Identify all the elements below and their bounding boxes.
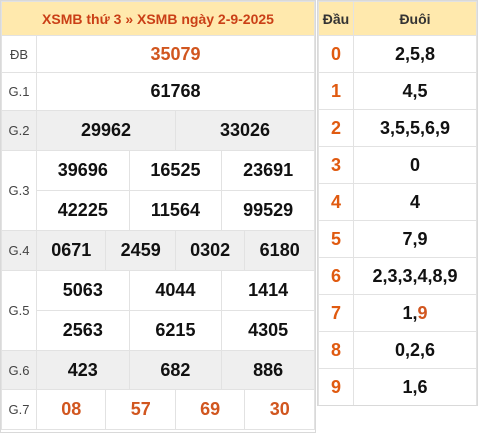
prize-g5-value: 5063 [36,270,130,311]
prize-label-g5: G.5 [1,270,37,351]
prize-g5-value: 4305 [221,310,315,351]
loto-head: 6 [318,257,354,295]
prize-g7-value: 57 [105,389,176,430]
loto-head: 5 [318,220,354,258]
loto-head-column-label: Đầu [318,1,354,36]
prize-g5-value: 2563 [36,310,130,351]
loto-tail: 1,6 [353,368,477,405]
header-separator: » [125,10,134,27]
prize-g6-value: 423 [36,350,130,390]
loto-tail: 4 [353,183,477,221]
loto-head: 0 [318,35,354,73]
loto-tail: 7,9 [353,220,477,258]
prize-label-g2: G.2 [1,110,37,151]
prize-label-g6: G.6 [1,350,37,390]
prize-label-db: ĐB [1,35,37,73]
loto-tail-highlight: 9 [417,302,428,323]
prize-g4-value: 0302 [174,230,246,271]
results-table: XSMB thứ 3 » XSMB ngày 2-9-2025 ĐB 35079… [1,1,315,430]
prize-g2-value: 33026 [174,110,315,151]
loto-head: 7 [318,294,354,332]
prize-g3-value: 11564 [128,190,223,231]
loto-tail-plain: 1, [402,302,418,323]
prize-g5-value: 4044 [128,270,223,311]
prize-g2-value: 29962 [36,110,176,151]
prize-g3-value: 23691 [221,150,315,191]
prize-g3-value: 42225 [36,190,130,231]
header-link-date[interactable]: XSMB ngày 2-9-2025 [137,10,274,27]
prize-label-g3: G.3 [1,150,37,231]
prize-g4-value: 0671 [35,230,107,271]
loto-head: 3 [318,146,354,184]
loto-head: 8 [318,331,354,369]
prize-g7-value: 30 [244,389,315,430]
loto-head: 9 [318,368,354,405]
prize-g7-value: 69 [174,389,246,430]
loto-tail: 4,5 [353,72,477,110]
prize-label-g1: G.1 [1,72,37,111]
prize-g5-value: 6215 [128,310,223,351]
loto-tail: 2,3,3,4,8,9 [353,257,477,295]
loto-tail: 0,2,6 [353,331,477,369]
prize-label-g7: G.7 [1,389,37,430]
prize-db-value: 35079 [36,35,315,73]
loto-tail-column-label: Đuôi [353,1,477,36]
results-header: XSMB thứ 3 » XSMB ngày 2-9-2025 [1,1,315,36]
prize-g5-value: 1414 [221,270,315,311]
prize-g3-value: 39696 [36,150,130,191]
prize-g4-value: 2459 [105,230,176,271]
prize-g7-value: 08 [35,389,107,430]
loto-head: 4 [318,183,354,221]
prize-g3-value: 99529 [221,190,315,231]
prize-g1-value: 61768 [36,72,315,111]
prize-g6-value: 682 [128,350,223,390]
header-link-weekday[interactable]: XSMB thứ 3 [42,10,122,27]
results-panel: XSMB thứ 3 » XSMB ngày 2-9-2025 ĐB 35079… [0,0,316,433]
prize-label-g4: G.4 [1,230,37,271]
loto-tail: 3,5,5,6,9 [353,109,477,147]
loto-head: 1 [318,72,354,110]
loto-tail: 2,5,8 [353,35,477,73]
loto-tail: 0 [353,146,477,184]
prize-g4-value: 6180 [244,230,315,271]
prize-g3-value: 16525 [128,150,223,191]
loto-head: 2 [318,109,354,147]
loto-tail: 1,9 [353,294,477,332]
prize-g6-value: 886 [221,350,315,390]
